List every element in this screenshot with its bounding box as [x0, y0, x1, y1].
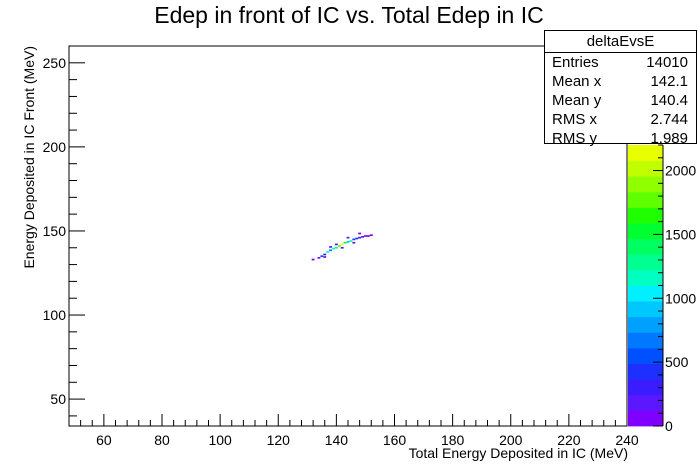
x-tick-label: 100	[208, 432, 232, 448]
stats-label: Mean y	[552, 92, 602, 109]
stats-row: Entries 14010	[545, 53, 696, 72]
x-axis-ticks: 60 80 100 120 140 160 180 200 220 240	[68, 414, 639, 448]
palette-swatch	[628, 379, 663, 396]
stats-value: 1.989	[650, 130, 688, 147]
histogram-bins	[311, 232, 373, 261]
histogram-bin	[332, 247, 335, 250]
palette-swatch	[628, 176, 663, 193]
stats-value: 140.4	[650, 92, 688, 109]
histogram-bin	[317, 257, 321, 259]
histogram-bin	[334, 243, 338, 246]
histogram-bin	[340, 246, 344, 249]
x-tick-label: 220	[557, 432, 581, 448]
histogram-bin	[326, 251, 330, 253]
palette-swatch	[628, 301, 663, 318]
histogram-bin	[355, 237, 359, 240]
palette-swatch	[628, 145, 663, 162]
histogram-bin	[358, 232, 362, 235]
palette-swatch	[628, 394, 663, 411]
x-tick-label: 120	[267, 432, 291, 448]
stats-value: 14010	[646, 54, 688, 71]
palette-swatch	[628, 363, 663, 380]
z-tick-label: 0	[665, 418, 673, 434]
palette-swatch	[628, 285, 663, 302]
histogram-bin	[329, 249, 333, 252]
stats-label: Mean x	[552, 73, 602, 90]
y-tick-label: 50	[50, 391, 66, 407]
x-tick-label: 60	[96, 432, 112, 448]
stats-title: deltaEvsE	[545, 31, 696, 53]
x-tick-label: 240	[615, 432, 639, 448]
z-tick-label: 2000	[665, 163, 696, 179]
palette-swatch	[628, 207, 663, 224]
stats-row: RMS y 1.989	[545, 129, 696, 148]
histogram-bin	[366, 235, 370, 237]
histogram-bin	[323, 256, 327, 258]
histogram-bin	[363, 235, 367, 237]
y-axis-ticks: 50 100 150 200 250	[43, 45, 85, 417]
x-tick-label: 180	[441, 432, 465, 448]
z-tick-label: 1500	[665, 226, 696, 242]
z-tick-label: 1000	[665, 290, 696, 306]
histogram-bin	[334, 246, 338, 249]
palette-swatch	[628, 316, 663, 333]
palette-swatch	[628, 347, 663, 364]
stats-row: Mean x 142.1	[545, 72, 696, 91]
histogram-bin	[329, 246, 333, 248]
z-tick-label: 500	[665, 354, 689, 370]
histogram-bin	[311, 258, 315, 261]
histogram-bin	[346, 241, 350, 243]
color-palette: 0 500 1000 1500 2000	[628, 144, 696, 434]
chart-title: Edep in front of IC vs. Total Edep in IC	[154, 2, 544, 28]
x-tick-label: 200	[499, 432, 523, 448]
histogram-bin	[352, 238, 356, 241]
x-tick-label: 140	[325, 432, 349, 448]
plot-frame	[68, 45, 628, 427]
palette-swatch	[628, 332, 663, 349]
palette-swatch	[628, 191, 663, 208]
histogram-bin	[337, 245, 341, 247]
stats-label: Entries	[552, 54, 599, 71]
x-axis-label: Total Energy Deposited in IC (MeV)	[409, 445, 628, 461]
histogram-bin	[349, 240, 353, 242]
stats-value: 2.744	[650, 111, 688, 128]
y-tick-label: 150	[43, 223, 67, 239]
x-tick-label: 80	[154, 432, 170, 448]
y-tick-label: 200	[43, 139, 67, 155]
palette-swatch	[628, 160, 663, 177]
y-tick-label: 100	[43, 307, 67, 323]
stats-row: RMS x 2.744	[545, 110, 696, 129]
histogram-bin	[346, 236, 350, 239]
stats-box: deltaEvsE Entries 14010 Mean x 142.1 Mean y 1…	[544, 30, 697, 147]
histogram-bin	[369, 234, 373, 236]
palette-swatch	[628, 269, 663, 286]
y-tick-label: 250	[43, 55, 67, 71]
histogram-bin	[358, 236, 362, 239]
stats-label: RMS y	[552, 130, 597, 147]
palette-swatch	[628, 238, 663, 255]
palette-swatch	[628, 410, 663, 427]
palette-swatch	[628, 254, 663, 271]
histogram-bin	[352, 241, 356, 244]
histogram-bin	[361, 236, 364, 238]
palette-swatch	[628, 223, 663, 240]
y-axis-label: Energy Deposited in IC Front (MeV)	[21, 46, 37, 269]
stats-rows: Entries 14010 Mean x 142.1 Mean y 140.4 RMS x 2…	[545, 53, 696, 148]
stats-value: 142.1	[650, 73, 688, 90]
histogram-bin	[320, 255, 324, 258]
histogram-bin	[323, 253, 327, 256]
stats-row: Mean y 140.4	[545, 91, 696, 110]
histogram-bin	[340, 243, 344, 246]
x-tick-label: 160	[383, 432, 407, 448]
stats-label: RMS x	[552, 111, 597, 128]
histogram-bin	[343, 241, 347, 244]
